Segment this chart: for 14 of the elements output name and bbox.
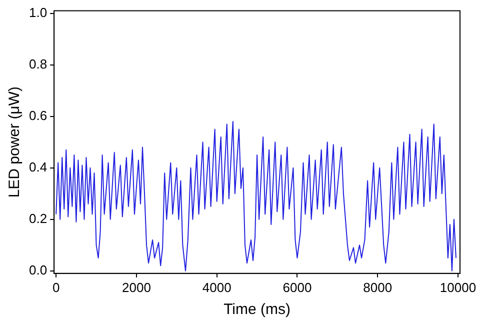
x-tick-label: 8000 [363, 280, 392, 295]
x-tick-label: 2000 [122, 280, 151, 295]
y-tick-label: 0.6 [28, 108, 48, 123]
x-axis-title: Time (ms) [224, 301, 291, 318]
y-tick-label: 0.8 [28, 56, 48, 72]
y-tick-label: 1.0 [28, 4, 48, 20]
x-tick-label: 4000 [202, 280, 232, 295]
y-tick-label: 0.2 [28, 210, 48, 226]
x-tick-label: 10000 [440, 280, 476, 295]
x-tick-label: 0 [52, 280, 60, 295]
x-tick-label: 6000 [282, 280, 312, 295]
y-axis-title: LED power (μW) [6, 86, 24, 198]
y-tick-label: 0.0 [28, 262, 48, 278]
y-tick-label: 0.4 [28, 159, 48, 174]
